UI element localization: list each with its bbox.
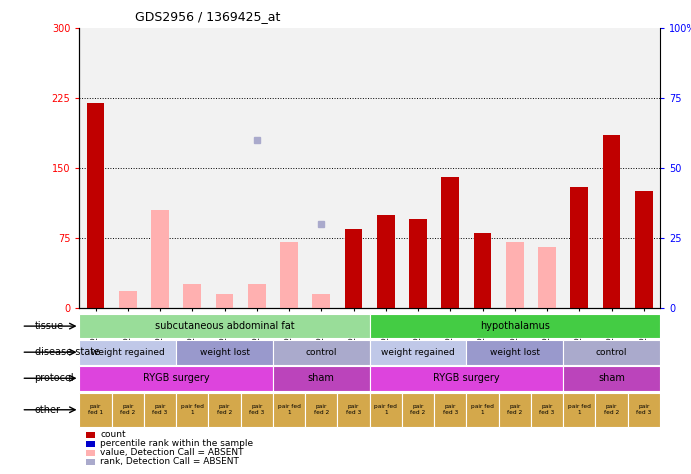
Text: count: count xyxy=(100,430,126,439)
Text: pair fed
1: pair fed 1 xyxy=(471,404,494,415)
Bar xyxy=(337,392,370,427)
Text: tissue: tissue xyxy=(35,321,64,331)
Text: pair fed
1: pair fed 1 xyxy=(375,404,397,415)
Bar xyxy=(596,392,627,427)
Bar xyxy=(79,392,112,427)
Bar xyxy=(563,340,660,365)
Text: pair
fed 3: pair fed 3 xyxy=(636,404,652,415)
Bar xyxy=(183,284,201,308)
Bar xyxy=(466,340,563,365)
Bar xyxy=(209,392,240,427)
Text: hypothalamus: hypothalamus xyxy=(480,321,550,331)
Text: pair
fed 2: pair fed 2 xyxy=(507,404,522,415)
Bar xyxy=(409,219,427,308)
Bar xyxy=(273,366,370,391)
Bar xyxy=(442,177,459,308)
Bar xyxy=(635,191,652,308)
Text: disease state: disease state xyxy=(35,347,100,357)
Bar xyxy=(312,294,330,308)
Text: pair
fed 3: pair fed 3 xyxy=(249,404,265,415)
Bar xyxy=(176,392,209,427)
Bar xyxy=(273,340,370,365)
Text: control: control xyxy=(305,348,337,356)
Text: protocol: protocol xyxy=(35,373,74,383)
Text: pair
fed 2: pair fed 2 xyxy=(217,404,232,415)
Text: sham: sham xyxy=(308,373,334,383)
Bar xyxy=(563,366,660,391)
Bar xyxy=(248,284,265,308)
Bar xyxy=(377,215,395,308)
Bar xyxy=(176,340,273,365)
Bar xyxy=(79,314,370,338)
Bar xyxy=(240,392,273,427)
Text: weight lost: weight lost xyxy=(490,348,540,356)
Text: GDS2956 / 1369425_at: GDS2956 / 1369425_at xyxy=(135,10,280,23)
Text: pair
fed 2: pair fed 2 xyxy=(120,404,135,415)
Text: subcutaneous abdominal fat: subcutaneous abdominal fat xyxy=(155,321,294,331)
Bar xyxy=(273,392,305,427)
Bar xyxy=(370,314,660,338)
Text: RYGB surgery: RYGB surgery xyxy=(433,373,500,383)
Bar xyxy=(79,340,176,365)
Text: pair
fed 2: pair fed 2 xyxy=(604,404,619,415)
Bar xyxy=(119,291,137,308)
Text: RYGB surgery: RYGB surgery xyxy=(143,373,209,383)
Text: pair fed
1: pair fed 1 xyxy=(181,404,204,415)
Text: pair
fed 2: pair fed 2 xyxy=(314,404,329,415)
Text: pair fed
1: pair fed 1 xyxy=(568,404,591,415)
Text: pair fed
1: pair fed 1 xyxy=(278,404,301,415)
Bar xyxy=(434,392,466,427)
Text: sham: sham xyxy=(598,373,625,383)
Bar xyxy=(280,243,298,308)
Text: pair
fed 3: pair fed 3 xyxy=(153,404,168,415)
Bar xyxy=(79,366,273,391)
Bar xyxy=(603,136,621,308)
Bar xyxy=(531,392,563,427)
Text: weight regained: weight regained xyxy=(91,348,164,356)
Text: pair
fed 3: pair fed 3 xyxy=(540,404,555,415)
Bar xyxy=(466,392,499,427)
Text: pair
fed 3: pair fed 3 xyxy=(346,404,361,415)
Bar xyxy=(370,340,466,365)
Bar xyxy=(86,103,104,308)
Bar xyxy=(144,392,176,427)
Text: pair
fed 1: pair fed 1 xyxy=(88,404,103,415)
Text: weight lost: weight lost xyxy=(200,348,249,356)
Bar xyxy=(216,294,234,308)
Bar xyxy=(151,210,169,308)
Text: percentile rank within the sample: percentile rank within the sample xyxy=(100,439,254,448)
Bar xyxy=(499,392,531,427)
Bar xyxy=(563,392,596,427)
Bar xyxy=(112,392,144,427)
Bar xyxy=(506,243,524,308)
Bar xyxy=(370,392,402,427)
Text: pair
fed 3: pair fed 3 xyxy=(443,404,458,415)
Bar xyxy=(305,392,337,427)
Bar xyxy=(627,392,660,427)
Text: value, Detection Call = ABSENT: value, Detection Call = ABSENT xyxy=(100,448,244,457)
Bar xyxy=(570,187,588,308)
Bar xyxy=(402,392,434,427)
Text: pair
fed 2: pair fed 2 xyxy=(410,404,426,415)
Text: rank, Detection Call = ABSENT: rank, Detection Call = ABSENT xyxy=(100,457,239,466)
Bar xyxy=(370,366,563,391)
Text: control: control xyxy=(596,348,627,356)
Bar xyxy=(473,233,491,308)
Bar xyxy=(345,228,362,308)
Text: weight regained: weight regained xyxy=(381,348,455,356)
Bar xyxy=(538,247,556,308)
Text: other: other xyxy=(35,405,61,415)
